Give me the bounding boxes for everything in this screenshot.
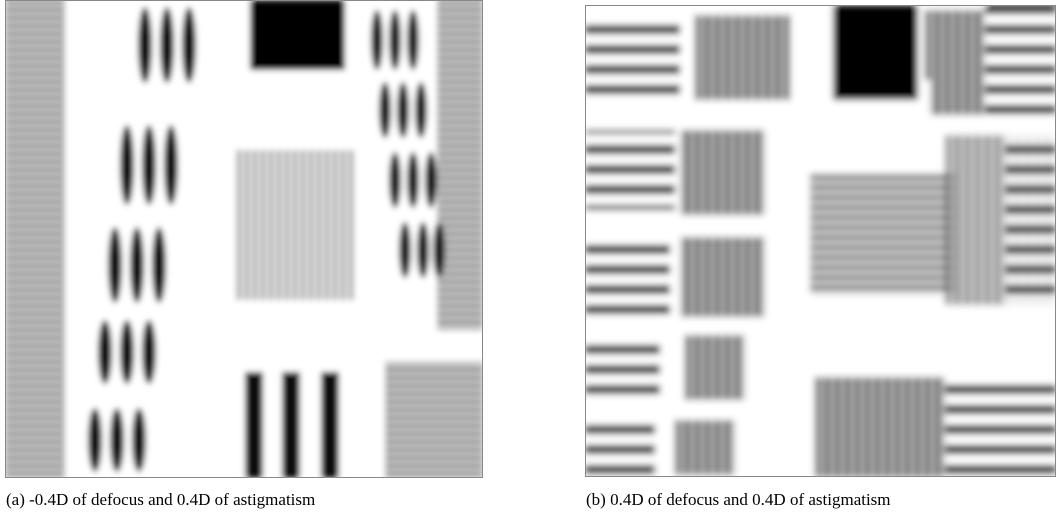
- image-a: [5, 0, 483, 478]
- image-b: [585, 5, 1056, 477]
- image-border: [5, 0, 483, 478]
- blurred-pattern: [5, 0, 483, 478]
- caption: (b) 0.4D of defocus and 0.4D of astigmat…: [586, 490, 891, 509]
- caption: (a) -0.4D of defocus and 0.4D of astigma…: [6, 490, 316, 509]
- blurred-pattern: [585, 5, 1056, 477]
